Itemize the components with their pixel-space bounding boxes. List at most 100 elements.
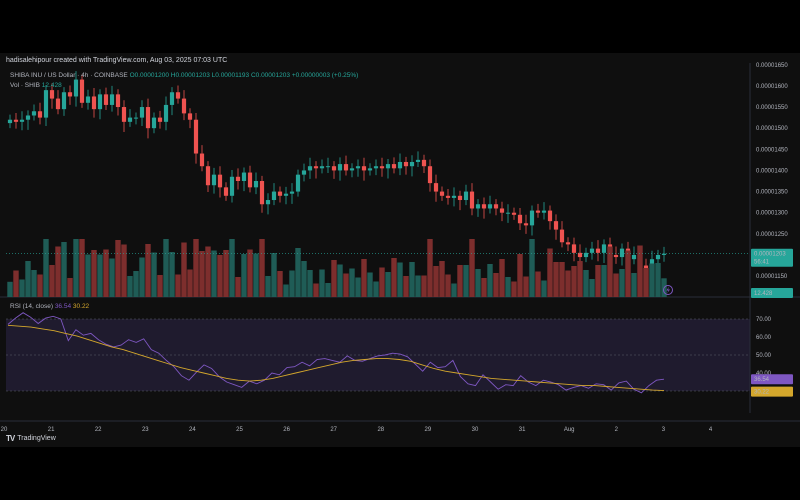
candle-body [37,111,43,118]
candle-body [187,113,193,120]
volume-bar [361,259,367,297]
price-tick-label: 0.00001600 [756,84,788,90]
rsi-ma-line [7,324,665,392]
price-tick-label: 0.00001500 [756,126,788,132]
volume-bar [625,250,631,297]
chart-frame: 0.000011500.000012000.000012500.00001300… [0,53,800,447]
volume-bar [451,283,457,297]
price-tick-label: 0.00001450 [756,147,788,153]
symbol-legend: SHIBA INU / US Dollar · 4h · COINBASE O0… [10,72,358,79]
rsi-tick-label: 70.00 [756,317,772,323]
volume-bar [547,248,553,297]
candle-body [181,98,187,114]
price-tick-label: 0.00001400 [756,168,788,174]
candle-body [211,174,217,186]
volume-bar [589,279,595,297]
candle-body [331,166,337,171]
candle-body [385,164,391,169]
chart-canvas[interactable]: 0.000011500.000012000.000012500.00001300… [0,53,800,447]
candle-body [19,119,25,122]
volume-bar [499,259,505,297]
rsi-ma-badge-bg [751,386,793,397]
volume-bar [643,268,649,297]
time-tick-label: 20 [1,427,8,433]
candle-body [523,223,529,226]
time-tick-label: 31 [519,427,526,433]
candle-body [487,204,493,209]
candle-body [505,212,511,214]
candle-body [205,166,211,186]
candle-body [595,248,601,253]
volume-bar [541,280,547,297]
volume-bar [571,266,577,297]
time-tick-label: 26 [283,427,290,433]
volume-bar [73,239,79,297]
volume-bar [115,240,121,297]
candle-body [373,166,379,169]
volume-bar [223,250,229,297]
rsi-tick-label: 50.00 [756,353,772,359]
price-badge-text: 0.00001203 [754,252,786,258]
symbol-title: SHIBA INU / US Dollar · 4h · COINBASE [10,72,128,79]
candle-body [163,104,169,122]
candle-body [121,107,127,122]
price-badge: 0.00001203 56:41 [751,248,793,267]
rsi-tick-label: 60.00 [756,335,772,341]
candle-body [253,181,259,188]
volume-bar [469,239,475,297]
candle-body [577,252,583,258]
footer-brand[interactable]: TV TradingView [6,434,56,443]
candle-body [481,204,487,209]
volume-bar [529,239,535,297]
price-tick-label: 0.00001650 [756,63,788,69]
candle-body [133,117,139,119]
candle-body [493,204,499,209]
volume-bar [97,254,103,297]
volume-bar [457,265,463,297]
volume-bar [25,261,31,297]
volume-bar [427,239,433,297]
candle-body [61,92,67,110]
tradingview-logo-icon: TV [6,434,15,443]
candle-body [157,117,163,122]
volume-bar [373,281,379,297]
volume-bar [349,268,355,297]
candle-body [355,166,361,169]
volume-bar [433,266,439,297]
candle-body [661,253,667,255]
volume-bar [277,271,283,297]
candle-body [337,164,343,171]
volume-badge-text: 12.428 [754,291,773,297]
volume-label: Vol · SHIB [10,82,40,89]
candle-body [247,172,253,188]
candle-body [589,248,595,253]
volume-bar [553,262,559,297]
close-value: C0.00001203 [250,72,290,79]
volume-bar [505,277,511,297]
time-tick-label: 23 [142,427,149,433]
volume-bar [85,254,91,297]
volume-bar [445,274,451,297]
candle-body [301,170,307,175]
volume-bar [379,267,385,297]
volume-bar [133,271,139,297]
candle-body [25,115,31,120]
brand-name: TradingView [17,435,56,442]
candle-body [553,221,559,230]
volume-bar [151,252,157,297]
candle-body [229,176,235,196]
volume-bar [217,255,223,297]
candle-body [397,161,403,169]
candle-body [31,111,37,116]
price-badge-bg [751,248,793,267]
time-tick-label: 27 [330,427,337,433]
volume-bar [355,277,361,297]
volume-bar [289,270,295,297]
rsi-ma-badge-text: 30.22 [754,390,770,396]
candle-body [217,174,223,188]
volume-bar [343,273,349,297]
volume-bar [61,242,67,297]
candle-body [55,98,61,110]
time-tick-label: 2 [615,427,619,433]
candle-body [415,159,421,162]
